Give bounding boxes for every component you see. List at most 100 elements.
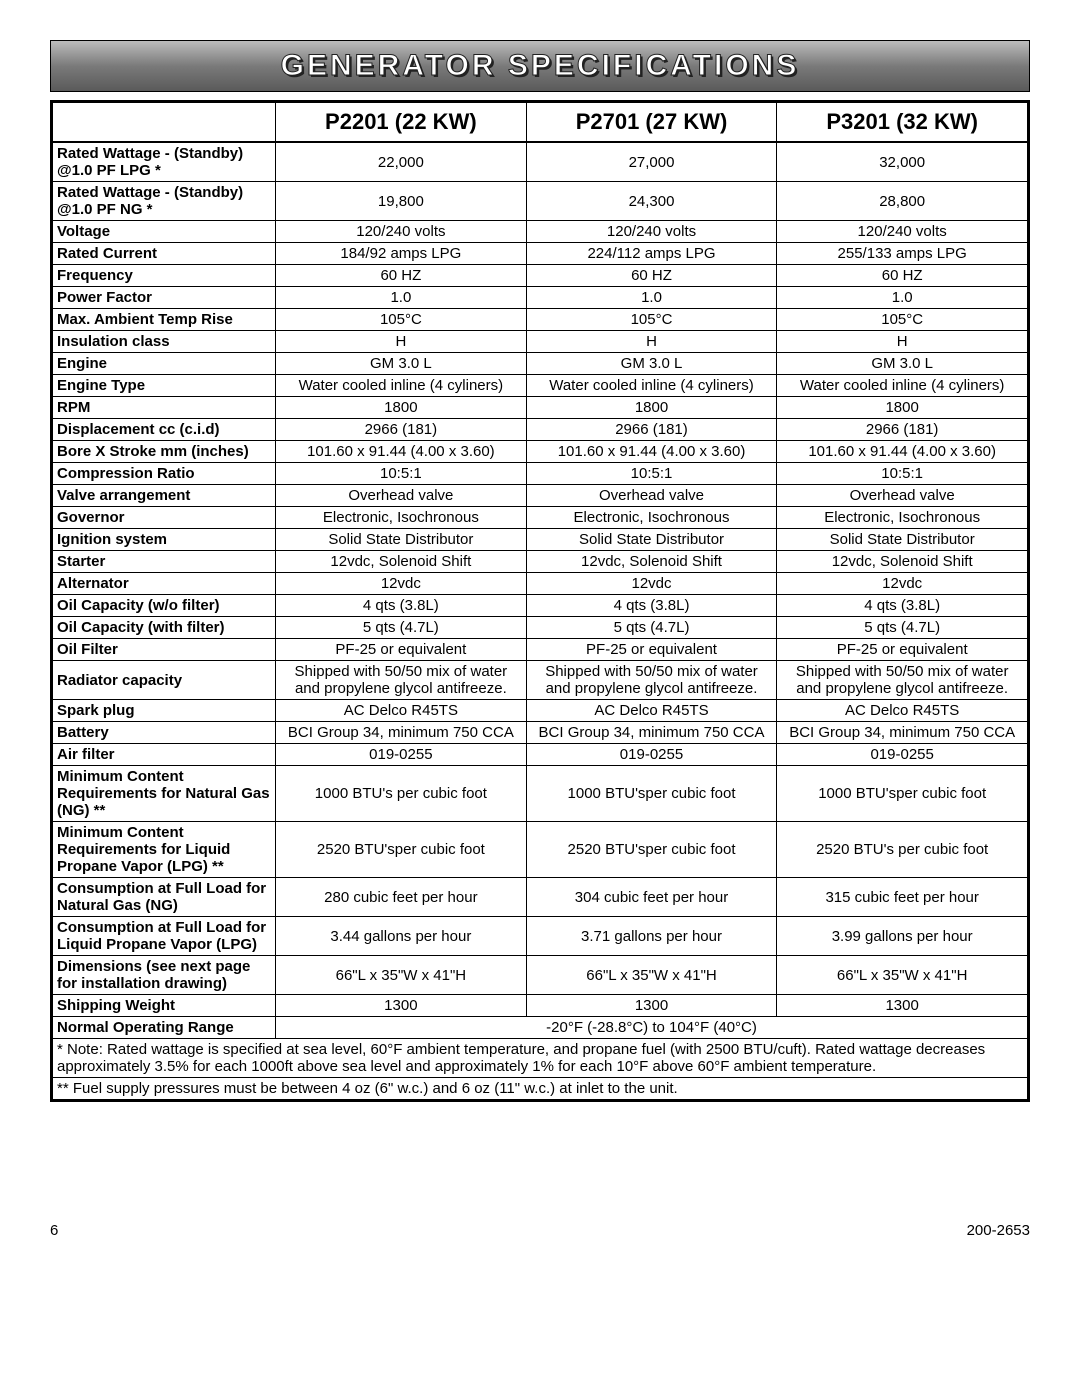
row-label: Voltage (52, 221, 276, 243)
table-row: Valve arrangementOverhead valveOverhead … (52, 485, 1029, 507)
row-label: Battery (52, 722, 276, 744)
table-row: GovernorElectronic, IsochronousElectroni… (52, 507, 1029, 529)
table-row: Spark plugAC Delco R45TSAC Delco R45TSAC… (52, 700, 1029, 722)
row-value: 5 qts (4.7L) (777, 617, 1029, 639)
table-row: Radiator capacityShipped with 50/50 mix … (52, 661, 1029, 700)
operating-range-value: -20°F (-28.8°C) to 104°F (40°C) (276, 1017, 1029, 1039)
row-value: 60 HZ (777, 265, 1029, 287)
row-label: Engine (52, 353, 276, 375)
row-value: 5 qts (4.7L) (526, 617, 777, 639)
row-value: 105°C (276, 309, 527, 331)
row-value: 24,300 (526, 182, 777, 221)
row-value: 019-0255 (276, 744, 527, 766)
row-value: BCI Group 34, minimum 750 CCA (526, 722, 777, 744)
row-value: 12vdc, Solenoid Shift (526, 551, 777, 573)
row-value: 1800 (276, 397, 527, 419)
row-value: Overhead valve (526, 485, 777, 507)
row-value: 280 cubic feet per hour (276, 878, 527, 917)
row-value: AC Delco R45TS (526, 700, 777, 722)
row-value: 60 HZ (526, 265, 777, 287)
row-value: BCI Group 34, minimum 750 CCA (276, 722, 527, 744)
row-label: Bore X Stroke mm (inches) (52, 441, 276, 463)
row-value: 101.60 x 91.44 (4.00 x 3.60) (777, 441, 1029, 463)
row-value: Electronic, Isochronous (526, 507, 777, 529)
table-row: Oil FilterPF-25 or equivalentPF-25 or eq… (52, 639, 1029, 661)
row-value: H (276, 331, 527, 353)
spec-table: P2201 (22 KW) P2701 (27 KW) P3201 (32 KW… (50, 100, 1030, 1102)
table-row: Normal Operating Range-20°F (-28.8°C) to… (52, 1017, 1029, 1039)
row-value: 10:5:1 (526, 463, 777, 485)
table-row: Consumption at Full Load for Liquid Prop… (52, 917, 1029, 956)
row-value: PF-25 or equivalent (526, 639, 777, 661)
row-value: 1000 BTU'sper cubic foot (777, 766, 1029, 822)
row-value: 1000 BTU'sper cubic foot (526, 766, 777, 822)
row-value: PF-25 or equivalent (777, 639, 1029, 661)
row-value: 120/240 volts (526, 221, 777, 243)
row-value: 105°C (777, 309, 1029, 331)
row-value: 315 cubic feet per hour (777, 878, 1029, 917)
row-label: Starter (52, 551, 276, 573)
row-label: RPM (52, 397, 276, 419)
table-row: Displacement cc (c.i.d)2966 (181)2966 (1… (52, 419, 1029, 441)
table-row: Dimensions (see next page for installati… (52, 956, 1029, 995)
row-value: BCI Group 34, minimum 750 CCA (777, 722, 1029, 744)
row-value: Solid State Distributor (276, 529, 527, 551)
table-row: Rated Wattage - (Standby) @1.0 PF NG *19… (52, 182, 1029, 221)
row-value: 1300 (777, 995, 1029, 1017)
row-value: AC Delco R45TS (276, 700, 527, 722)
row-value: 12vdc (276, 573, 527, 595)
table-row: Max. Ambient Temp Rise105°C105°C105°C (52, 309, 1029, 331)
note-row: ** Fuel supply pressures must be between… (52, 1078, 1029, 1101)
row-value: 255/133 amps LPG (777, 243, 1029, 265)
row-value: 2520 BTU'sper cubic foot (276, 822, 527, 878)
row-value: 184/92 amps LPG (276, 243, 527, 265)
row-label: Normal Operating Range (52, 1017, 276, 1039)
table-row: Compression Ratio10:5:110:5:110:5:1 (52, 463, 1029, 485)
page-title: GENERATOR SPECIFICATIONS (281, 49, 800, 82)
row-value: 28,800 (777, 182, 1029, 221)
table-row: Air filter019-0255019-0255019-0255 (52, 744, 1029, 766)
row-value: 224/112 amps LPG (526, 243, 777, 265)
row-value: 1.0 (777, 287, 1029, 309)
row-value: 304 cubic feet per hour (526, 878, 777, 917)
row-label: Dimensions (see next page for installati… (52, 956, 276, 995)
table-row: Ignition systemSolid State DistributorSo… (52, 529, 1029, 551)
row-value: 019-0255 (777, 744, 1029, 766)
row-label: Rated Current (52, 243, 276, 265)
row-value: Shipped with 50/50 mix of water and prop… (526, 661, 777, 700)
table-row: Oil Capacity (w/o filter)4 qts (3.8L)4 q… (52, 595, 1029, 617)
header-row: P2201 (22 KW) P2701 (27 KW) P3201 (32 KW… (52, 102, 1029, 143)
row-value: 1000 BTU's per cubic foot (276, 766, 527, 822)
row-value: 12vdc (777, 573, 1029, 595)
row-label: Compression Ratio (52, 463, 276, 485)
row-value: 66"L x 35"W x 41"H (777, 956, 1029, 995)
row-value: Solid State Distributor (526, 529, 777, 551)
row-value: 2966 (181) (276, 419, 527, 441)
table-row: Starter12vdc, Solenoid Shift12vdc, Solen… (52, 551, 1029, 573)
table-row: Insulation classHHH (52, 331, 1029, 353)
row-value: 2966 (181) (777, 419, 1029, 441)
row-value: PF-25 or equivalent (276, 639, 527, 661)
row-value: 3.99 gallons per hour (777, 917, 1029, 956)
row-label: Displacement cc (c.i.d) (52, 419, 276, 441)
table-row: Frequency60 HZ60 HZ60 HZ (52, 265, 1029, 287)
row-label: Oil Capacity (w/o filter) (52, 595, 276, 617)
row-label: Air filter (52, 744, 276, 766)
row-label: Ignition system (52, 529, 276, 551)
table-row: Power Factor1.01.01.0 (52, 287, 1029, 309)
row-label: Consumption at Full Load for Natural Gas… (52, 878, 276, 917)
table-row: BatteryBCI Group 34, minimum 750 CCABCI … (52, 722, 1029, 744)
row-value: 120/240 volts (777, 221, 1029, 243)
row-value: Shipped with 50/50 mix of water and prop… (777, 661, 1029, 700)
row-value: 3.71 gallons per hour (526, 917, 777, 956)
row-value: 1300 (526, 995, 777, 1017)
note-text: * Note: Rated wattage is specified at se… (52, 1039, 1029, 1078)
row-value: 1.0 (276, 287, 527, 309)
note-row: * Note: Rated wattage is specified at se… (52, 1039, 1029, 1078)
row-value: 1800 (777, 397, 1029, 419)
row-value: 120/240 volts (276, 221, 527, 243)
note-text: ** Fuel supply pressures must be between… (52, 1078, 1029, 1101)
table-row: Consumption at Full Load for Natural Gas… (52, 878, 1029, 917)
row-label: Spark plug (52, 700, 276, 722)
row-label: Minimum Content Requirements for Natural… (52, 766, 276, 822)
